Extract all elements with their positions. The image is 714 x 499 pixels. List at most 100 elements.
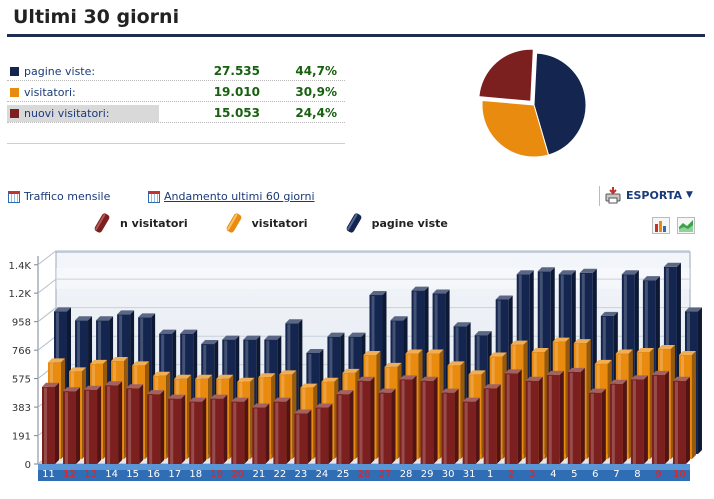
chart-legend: n visitatori visitatori pagine viste <box>92 210 484 236</box>
export-label: ESPORTA <box>626 188 682 202</box>
bar-n-visitatori <box>84 385 102 464</box>
y-tick-label: 0 <box>25 460 31 471</box>
bar-chart-button[interactable] <box>652 217 670 234</box>
bar-n-visitatori <box>672 376 690 464</box>
bar-n-visitatori <box>315 403 333 464</box>
last-60-days-link[interactable]: Andamento ultimi 60 giorni <box>148 190 315 203</box>
calendar-icon <box>8 190 20 203</box>
legend-swatch-icon <box>346 213 361 233</box>
stat-row-new-visitors: nuovi visitatori: 15.053 24,4% <box>7 104 345 123</box>
y-tick-label: 958 <box>12 318 31 329</box>
x-tick-label: 12 <box>63 469 76 480</box>
x-tick-label: 15 <box>126 469 139 480</box>
stat-value: 27.535 <box>213 64 260 78</box>
x-tick-label: 11 <box>42 469 55 480</box>
legend-swatch-icon <box>94 213 110 233</box>
legend-item-pageviews: pagine viste <box>344 212 448 234</box>
x-tick-label: 6 <box>592 469 598 480</box>
x-tick-label: 2 <box>508 469 514 480</box>
bar-n-visitatori <box>273 397 291 464</box>
x-tick-label: 21 <box>252 469 265 480</box>
legend-label: visitatori <box>251 216 308 230</box>
monthly-traffic-link[interactable]: Traffico mensile <box>8 190 110 203</box>
bar-n-visitatori <box>399 375 417 464</box>
toolbar-separator <box>599 186 600 206</box>
grid-line <box>37 250 57 266</box>
calendar-icon <box>148 190 160 203</box>
visitors-swatch <box>10 88 19 97</box>
x-tick-label: 23 <box>295 469 308 480</box>
x-tick-label: 26 <box>358 469 371 480</box>
bar-n-visitatori <box>651 370 669 464</box>
x-tick-label: 7 <box>613 469 619 480</box>
stat-row-pageviews: pagine viste: 27.535 44,7% <box>7 62 345 81</box>
bar-chart-icon <box>655 221 666 232</box>
bar-n-visitatori <box>441 388 459 464</box>
pie-slice <box>478 48 534 102</box>
bar-n-visitatori <box>483 384 501 464</box>
x-axis-band-highlight <box>38 464 690 470</box>
y-tick-label: 191 <box>12 432 31 443</box>
y-tick-label: 1.4K <box>9 261 32 272</box>
monthly-traffic-label: Traffico mensile <box>24 190 111 203</box>
x-tick-label: 9 <box>655 469 661 480</box>
stat-label: visitatori: <box>24 86 76 99</box>
legend-label: pagine viste <box>371 216 448 230</box>
x-tick-label: 20 <box>231 469 244 480</box>
pageviews-swatch <box>10 67 19 76</box>
x-tick-label: 30 <box>442 469 455 480</box>
x-tick-label: 14 <box>105 469 118 480</box>
y-tick-label: 1.2K <box>9 289 32 300</box>
x-tick-label: 3 <box>529 469 535 480</box>
bar-n-visitatori <box>189 397 207 464</box>
bar-n-visitatori <box>357 376 375 464</box>
pie-slice <box>533 52 587 156</box>
export-button[interactable]: ESPORTA ▼ <box>604 186 693 204</box>
bar-n-visitatori <box>252 403 270 464</box>
bar-n-visitatori <box>378 388 396 464</box>
grid-line <box>37 335 57 351</box>
stat-label: pagine viste: <box>24 65 96 78</box>
x-tick-label: 19 <box>210 469 223 480</box>
y-tick-label: 575 <box>12 375 31 386</box>
row-highlight <box>7 105 159 122</box>
stat-percent: 44,7% <box>295 64 337 78</box>
bar-n-visitatori <box>630 375 648 464</box>
grid-line <box>37 278 57 294</box>
x-tick-label: 27 <box>379 469 392 480</box>
bar-n-visitatori <box>546 370 564 464</box>
bar-n-visitatori <box>147 390 165 464</box>
x-tick-label: 8 <box>634 469 640 480</box>
legend-item-visitors: visitatori <box>224 212 308 234</box>
bar-n-visitatori <box>210 394 228 464</box>
bar-n-visitatori <box>504 369 522 464</box>
stat-value: 15.053 <box>213 106 260 120</box>
y-tick-label: 766 <box>12 346 31 357</box>
stats-summary: pagine viste: 27.535 44,7% visitatori: 1… <box>7 62 345 125</box>
bar-n-visitatori <box>168 394 186 464</box>
x-tick-label: 24 <box>316 469 329 480</box>
bar-n-visitatori <box>105 381 123 464</box>
pie-slice <box>481 99 550 158</box>
legend-label: n visitatori <box>120 216 188 230</box>
bar-n-visitatori <box>462 397 480 464</box>
x-tick-label: 29 <box>421 469 434 480</box>
stat-percent: 30,9% <box>295 85 337 99</box>
bar-n-visitatori <box>609 379 627 464</box>
x-tick-label: 22 <box>274 469 287 480</box>
page-title: Ultimi 30 giorni <box>13 6 180 28</box>
title-divider <box>7 34 705 37</box>
grid-line <box>37 307 57 323</box>
bar-n-visitatori <box>294 409 312 464</box>
bar-n-visitatori <box>420 376 438 464</box>
area-chart-button[interactable] <box>677 217 695 234</box>
legend-swatch-icon <box>226 213 241 233</box>
x-tick-label: 10 <box>673 469 686 480</box>
x-tick-label: 4 <box>550 469 556 480</box>
new-visitors-swatch <box>10 109 19 118</box>
bar-n-visitatori <box>42 382 59 464</box>
x-tick-label: 5 <box>571 469 577 480</box>
legend-item-new-visitors: n visitatori <box>92 212 188 234</box>
x-tick-label: 18 <box>189 469 202 480</box>
